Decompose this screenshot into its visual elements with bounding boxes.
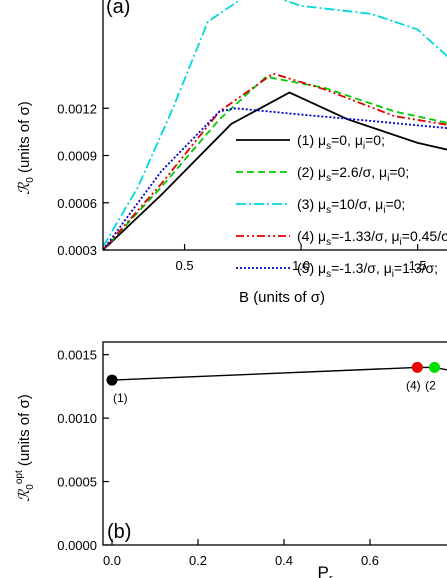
x-tick-label: 0.4: [275, 553, 293, 568]
data-point-3: [429, 361, 440, 373]
y-tick-label: 0.0010: [57, 411, 97, 426]
data-point-2: [411, 361, 423, 373]
panel-b-plot-frame: [102, 341, 447, 546]
y-tick-label: 0.0015: [57, 348, 97, 363]
panel-b-x-axis-title: Pr: [317, 563, 332, 578]
series-line-5: [103, 107, 447, 250]
x-tick-label: 0.5: [176, 258, 194, 273]
y-tick-label: 0.0012: [57, 101, 97, 116]
panel-a-plot-frame: [102, 0, 447, 251]
y-tick-label: 0.0000: [57, 538, 97, 553]
data-point-label: (1): [113, 391, 128, 405]
series-line-4: [103, 72, 447, 250]
y-tick-label: 0.0009: [57, 149, 97, 164]
y-tick-label: 0.0003: [57, 243, 97, 258]
x-tick-label: 1.0: [292, 258, 310, 273]
legend-entry-3: (3) μs=10/σ, μi=0;: [297, 196, 405, 216]
panel-b-label: (b): [107, 521, 131, 543]
panel-a-series-group: [103, 0, 447, 250]
panel-a-legend: (1) μs=0, μi=0; (2) μs=2.6/σ, μi=0; (3) μs…: [236, 132, 447, 280]
panel-a-x-axis: 0.5 1.0 1.5: [176, 244, 427, 273]
legend-entry-1: (1) μs=0, μi=0;: [297, 132, 385, 152]
y-tick-label: 0.0005: [57, 475, 97, 490]
panel-b-series-group: (1) (4) (2: [106, 361, 447, 405]
series-line-3: [103, 0, 447, 248]
y-tick-label: 0.0006: [57, 196, 97, 211]
panel-a-y-axis: 0.0003 0.0006 0.0009 0.0012: [57, 101, 109, 258]
panel-b-connecting-line: [111, 366, 447, 381]
legend-entry-5: (5) μs=-1.3/σ, μi=1.3/σ;: [297, 260, 438, 280]
panel-b-y-axis: 0.0000 0.0005 0.0010 0.0015: [57, 348, 109, 553]
panel-a: 0.5 1.0 1.5 0.0003 0.0006 0.0009 0.0012 (a) (…: [16, 0, 447, 306]
x-tick-label: 1.5: [409, 258, 427, 273]
x-tick-label: 0.0: [103, 553, 121, 568]
x-tick-label: 0.6: [361, 553, 379, 568]
panel-b-x-axis: 0.0 0.2 0.4 0.6: [103, 539, 379, 568]
x-tick-label: 0.2: [189, 553, 207, 568]
panel-b-y-axis-title: ℛ0opt (units of σ): [14, 394, 36, 501]
data-point-label: (2: [425, 378, 436, 392]
legend-entry-4: (4) μs=-1.33/σ, μi=0.45/σ;: [297, 228, 447, 248]
panel-a-y-axis-title: ℛ0 (units of σ): [16, 101, 36, 194]
panel-b: (1) (4) (2 0.0 0.2 0.4 0.6 0.0000 0.0005 0.0010…: [14, 341, 447, 578]
legend-entry-2: (2) μs=2.6/σ, μi=0;: [297, 164, 409, 184]
panel-a-label: (a): [106, 0, 130, 18]
data-point-label: (4): [406, 378, 421, 392]
data-point-1: [106, 374, 118, 386]
series-line-1: [103, 91, 447, 250]
panel-a-x-axis-title: B (units of σ): [239, 289, 325, 306]
